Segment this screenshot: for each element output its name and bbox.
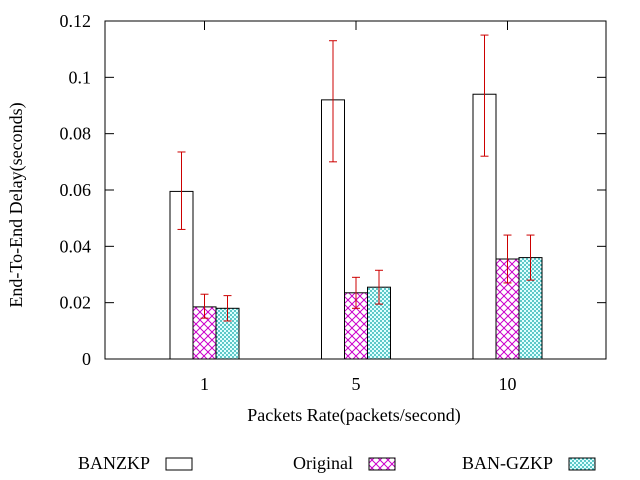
legend: BANZKP Original BAN-GZKP [78,453,596,473]
legend-label: BAN-GZKP [462,453,553,473]
error-bars [177,34,535,322]
y-axis: 0 0.02 0.04 0.06 0.08 0.1 0.12 [60,11,606,369]
legend-swatch-ban-gzkp [568,457,596,471]
y-tick-label: 0.04 [60,236,92,256]
legend-swatch-banzkp [165,457,193,471]
x-tick-label: 10 [499,374,517,394]
y-axis-title: End-To-End Delay(seconds) [6,102,27,307]
y-tick-label: 0.1 [69,67,92,87]
y-tick-label: 0.12 [60,11,92,31]
legend-swatch-original [368,457,396,471]
x-tick-label: 5 [352,374,361,394]
bars [169,93,543,360]
x-axis-title: Packets Rate(packets/second) [247,405,460,426]
y-tick-label: 0.02 [60,293,92,313]
y-tick-label: 0 [82,349,91,369]
x-tick-label: 1 [200,374,209,394]
y-tick-label: 0.08 [60,124,92,144]
legend-label: Original [293,453,353,473]
y-tick-label: 0.06 [60,180,92,200]
legend-label: BANZKP [78,453,150,473]
